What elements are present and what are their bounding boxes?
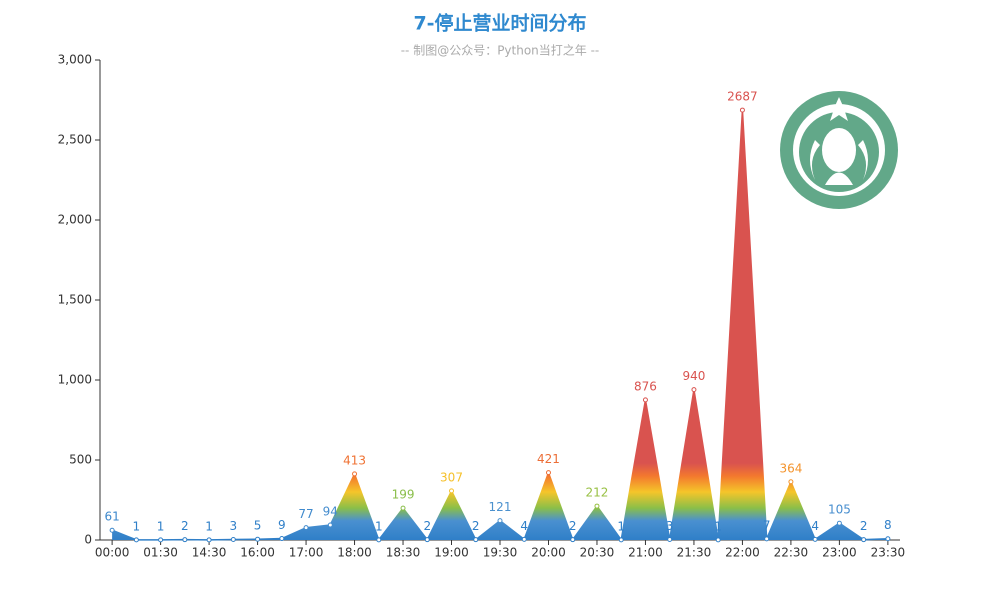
point: [206, 537, 212, 543]
point: [836, 520, 842, 526]
point: [861, 537, 867, 543]
data-label: 77: [298, 507, 313, 521]
x-tick-label: 18:00: [337, 546, 372, 560]
point: [788, 479, 794, 485]
data-label: 1: [714, 519, 722, 533]
x-tick-label: 14:30: [192, 546, 227, 560]
data-label: 2: [472, 519, 480, 533]
data-label: 2: [860, 519, 868, 533]
x-tick-label: 17:00: [289, 546, 324, 560]
data-label: 421: [537, 452, 560, 466]
data-label: 8: [884, 518, 892, 532]
x-tick-label: 00:00: [95, 546, 130, 560]
point: [352, 471, 358, 477]
data-label: 1: [133, 519, 141, 533]
data-label: 212: [586, 486, 609, 500]
point: [545, 470, 551, 476]
x-tick-label: 01:30: [143, 546, 178, 560]
point: [473, 537, 479, 543]
data-label: 413: [343, 453, 366, 467]
data-label: 2: [569, 519, 577, 533]
point: [424, 537, 430, 543]
data-label: 307: [440, 470, 463, 484]
x-tick-label: 18:30: [386, 546, 421, 560]
point: [618, 537, 624, 543]
x-tick-label: 22:30: [774, 546, 809, 560]
point: [521, 536, 527, 542]
chart-subtitle: -- 制图@公众号：Python当打之年 --: [401, 44, 600, 58]
point: [303, 525, 309, 531]
point: [109, 527, 115, 533]
x-tick-label: 21:30: [677, 546, 712, 560]
point: [255, 536, 261, 542]
data-label: 876: [634, 379, 657, 393]
data-label: 2: [423, 519, 431, 533]
x-tick-label: 20:00: [531, 546, 566, 560]
point: [400, 505, 406, 511]
y-tick-label: 1,000: [58, 373, 92, 387]
x-tick-label: 19:00: [434, 546, 469, 560]
data-label: 5: [254, 519, 262, 533]
x-tick-label: 23:00: [822, 546, 857, 560]
data-label: 364: [779, 461, 802, 475]
x-tick-label: 20:30: [580, 546, 615, 560]
x-tick-label: 23:30: [871, 546, 906, 560]
y-tick-label: 2,000: [58, 213, 92, 227]
point: [739, 107, 745, 113]
x-tick-label: 21:00: [628, 546, 663, 560]
point: [376, 537, 382, 543]
point: [279, 536, 285, 542]
line: [111, 110, 888, 542]
point: [715, 537, 721, 543]
data-label: 9: [278, 518, 286, 532]
area: [112, 110, 888, 540]
data-label: 94: [323, 504, 338, 518]
data-label: 1: [205, 519, 213, 533]
y-tick-label: 1,500: [58, 293, 92, 307]
data-label: 1: [157, 519, 165, 533]
y-tick-label: 2,500: [58, 133, 92, 147]
data-label: 1: [617, 519, 625, 533]
data-label: 3: [666, 519, 674, 533]
x-tick-label: 19:30: [483, 546, 518, 560]
point: [691, 387, 697, 393]
point: [812, 536, 818, 542]
point: [182, 537, 188, 543]
data-label: 4: [811, 519, 819, 533]
point: [497, 518, 503, 524]
point: [885, 536, 891, 542]
data-label: 2: [181, 519, 189, 533]
point: [570, 537, 576, 543]
data-label: 199: [392, 488, 415, 502]
data-label: 4: [520, 519, 528, 533]
point: [594, 503, 600, 509]
y-tick-label: 0: [84, 533, 92, 547]
point: [158, 537, 164, 543]
data-label: 105: [828, 503, 851, 517]
y-tick-label: 3,000: [58, 53, 92, 67]
data-label: 121: [489, 500, 512, 514]
logo: [780, 91, 898, 209]
x-tick-label: 22:00: [725, 546, 760, 560]
chart-title: 7-停止营业时间分布: [413, 12, 586, 35]
data-label: 3: [230, 519, 238, 533]
point: [133, 537, 139, 543]
point: [230, 537, 236, 543]
x-tick-label: 16:00: [240, 546, 275, 560]
point: [327, 522, 333, 528]
point: [667, 537, 673, 543]
data-label: 61: [104, 510, 119, 524]
data-label: 2687: [727, 90, 758, 104]
data-label: 1: [375, 519, 383, 533]
data-label: 7: [763, 518, 771, 532]
point: [764, 536, 770, 542]
point: [642, 397, 648, 403]
y-tick-label: 500: [69, 453, 92, 467]
point: [449, 488, 455, 494]
data-label: 940: [682, 369, 705, 383]
